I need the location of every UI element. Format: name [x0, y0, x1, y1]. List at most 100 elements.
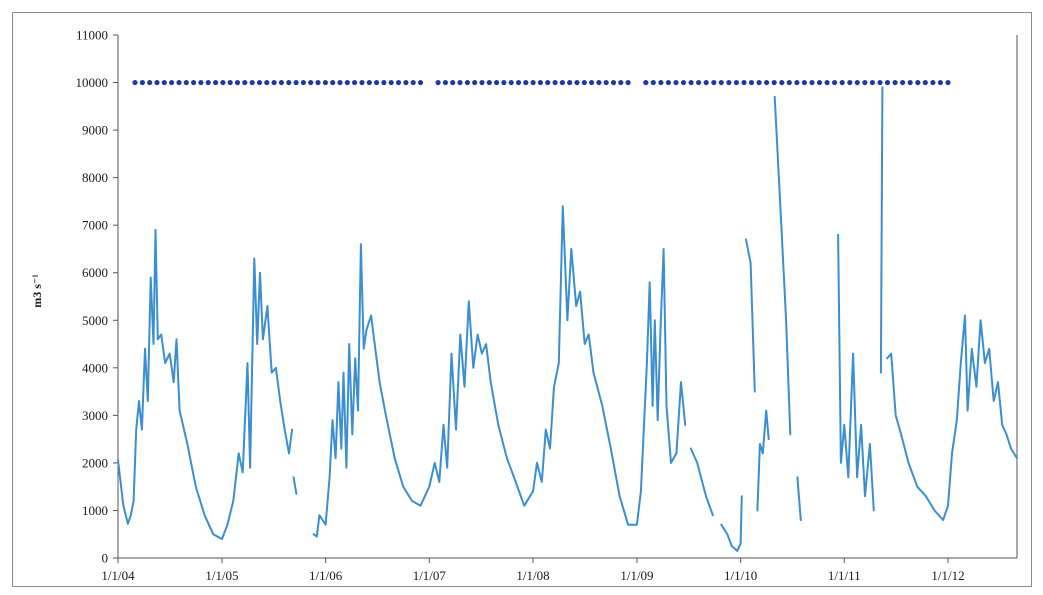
coverage-point	[457, 79, 463, 86]
coverage-point	[242, 79, 248, 86]
coverage-point	[132, 79, 138, 86]
coverage-point	[464, 79, 470, 86]
coverage-point	[264, 79, 270, 86]
coverage-point	[198, 79, 204, 86]
coverage-point	[816, 79, 823, 86]
coverage-point	[530, 79, 536, 86]
coverage-point	[234, 79, 241, 86]
y-tick-label: 11000	[76, 28, 108, 43]
coverage-point	[559, 79, 566, 86]
coverage-point	[537, 79, 544, 86]
coverage-point	[877, 79, 883, 86]
coverage-point	[322, 79, 328, 86]
coverage-point	[515, 79, 522, 86]
coverage-point	[227, 79, 233, 86]
coverage-point	[381, 79, 387, 86]
y-tick-label: 7000	[82, 218, 108, 233]
discharge-line-segment	[796, 476, 802, 521]
x-tick-label: 1/1/11	[828, 568, 861, 583]
coverage-point	[191, 79, 197, 86]
discharge-line-segment	[117, 228, 294, 540]
discharge-line-segment	[756, 409, 770, 512]
coverage-point	[567, 79, 573, 86]
coverage-point	[147, 79, 153, 86]
coverage-point	[703, 79, 709, 86]
axes	[117, 35, 1018, 559]
coverage-point	[711, 79, 717, 86]
coverage-point	[603, 79, 609, 86]
y-tick-label: 0	[102, 551, 109, 566]
discharge-line-segment	[720, 495, 743, 552]
coverage-point	[300, 79, 306, 86]
coverage-point	[680, 79, 687, 86]
y-tick-label: 6000	[82, 265, 108, 280]
coverage-point	[523, 79, 529, 86]
coverage-point	[643, 79, 649, 86]
coverage-point	[183, 79, 189, 86]
coverage-point	[718, 79, 724, 86]
chart-frame	[12, 12, 1032, 587]
discharge-series	[117, 86, 1018, 552]
coverage-point	[337, 79, 343, 86]
coverage-point	[756, 79, 762, 86]
coverage-point	[249, 79, 255, 86]
coverage-point	[574, 79, 580, 86]
x-tick-label: 1/1/10	[724, 568, 757, 583]
discharge-line-segment	[292, 476, 298, 495]
y-tick-label: 9000	[82, 123, 108, 138]
coverage-point	[658, 79, 664, 86]
coverage-point	[552, 79, 558, 86]
discharge-line-segment	[886, 314, 1018, 521]
y-tick-label: 10000	[76, 75, 109, 90]
coverage-point	[673, 79, 679, 86]
coverage-point	[610, 79, 617, 86]
x-tick-label: 1/1/09	[620, 568, 653, 583]
x-tick-label: 1/1/08	[516, 568, 549, 583]
coverage-point	[359, 79, 365, 86]
coverage-point	[945, 79, 951, 86]
coverage-point	[472, 79, 478, 86]
coverage-point	[794, 79, 800, 86]
coverage-point	[545, 79, 551, 86]
coverage-point	[596, 79, 602, 86]
coverage-point	[403, 79, 409, 86]
coverage-point	[271, 79, 277, 86]
coverage-point	[824, 79, 830, 86]
y-ticks: 0 1000 2000 3000 4000 5000 6000 7000 8000 9000 100…	[76, 28, 118, 566]
coverage-point	[726, 79, 732, 86]
coverage-point	[139, 79, 145, 86]
coverage-point	[937, 79, 944, 86]
coverage-point	[442, 79, 448, 86]
coverage-point	[352, 79, 358, 86]
coverage-point	[581, 79, 587, 86]
discharge-line-segment	[312, 205, 687, 538]
discharge-line-segment	[837, 233, 875, 512]
coverage-point	[417, 79, 424, 86]
coverage-point	[374, 79, 380, 86]
discharge-line-segment	[773, 95, 792, 436]
coverage-point	[748, 79, 755, 86]
discharge-line-segment	[689, 447, 714, 517]
x-tick-label: 1/1/07	[413, 568, 447, 583]
y-tick-label: 8000	[82, 170, 108, 185]
y-tick-label: 2000	[82, 455, 108, 470]
coverage-point	[764, 79, 770, 86]
y-tick-label: 3000	[82, 408, 108, 423]
coverage-point	[779, 79, 785, 86]
coverage-point	[809, 79, 815, 86]
coverage-point	[922, 79, 928, 86]
coverage-point	[854, 79, 860, 86]
coverage-point	[450, 79, 456, 86]
coverage-point	[892, 79, 898, 86]
coverage-point	[278, 79, 284, 86]
coverage-point	[486, 79, 492, 86]
coverage-point	[869, 79, 876, 86]
coverage-series	[132, 79, 951, 86]
coverage-point	[330, 79, 336, 86]
coverage-point	[256, 79, 263, 86]
coverage-point	[832, 79, 838, 86]
coverage-point	[650, 79, 656, 86]
coverage-point	[344, 79, 350, 86]
x-tick-label: 1/1/05	[205, 568, 238, 583]
coverage-point	[176, 79, 182, 86]
